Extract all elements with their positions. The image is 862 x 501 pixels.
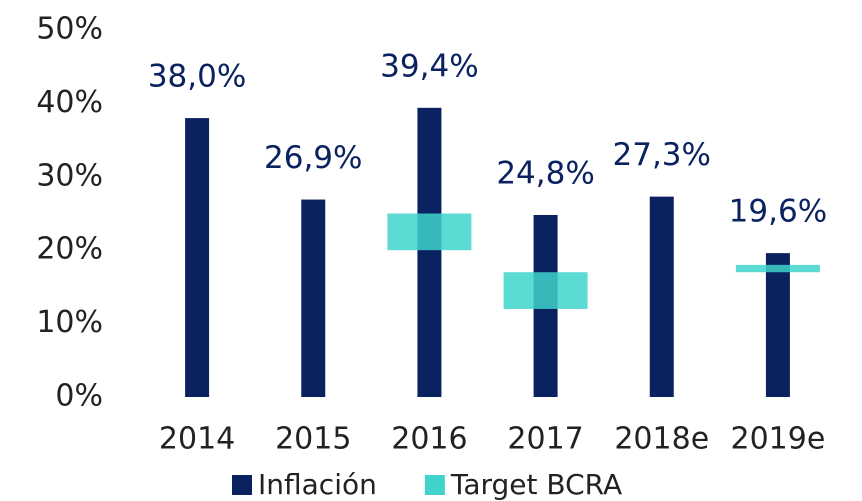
x-tick-label: 2014 — [159, 422, 235, 457]
legend-label: Inflación — [258, 468, 377, 501]
y-tick-label: 0% — [55, 379, 103, 414]
x-tick-label: 2015 — [275, 422, 351, 457]
y-tick-label: 40% — [36, 85, 103, 120]
value-label: 38,0% — [148, 59, 246, 95]
x-tick-label: 2017 — [507, 422, 583, 457]
y-tick-label: 10% — [36, 305, 103, 340]
bar — [301, 199, 326, 397]
legend-label: Target BCRA — [450, 468, 622, 501]
bar — [417, 107, 442, 397]
value-label: 19,6% — [729, 194, 827, 230]
value-label: 27,3% — [613, 137, 711, 173]
legend-swatch — [424, 475, 445, 495]
x-tick-label: 2016 — [391, 422, 467, 457]
value-label: 24,8% — [496, 155, 594, 191]
x-tick-label: 2019e — [731, 422, 826, 457]
value-label: 39,4% — [380, 48, 478, 84]
target-range — [503, 272, 588, 309]
bar — [185, 118, 210, 397]
target-range — [387, 213, 472, 251]
y-tick-label: 30% — [36, 158, 103, 193]
y-tick-label: 20% — [36, 232, 103, 267]
value-label: 26,9% — [264, 140, 362, 176]
bar — [649, 196, 674, 397]
target-range — [735, 264, 820, 273]
legend-swatch — [232, 475, 252, 495]
bar — [765, 253, 790, 397]
y-tick-label: 50% — [36, 12, 103, 47]
x-tick-label: 2018e — [614, 422, 709, 457]
